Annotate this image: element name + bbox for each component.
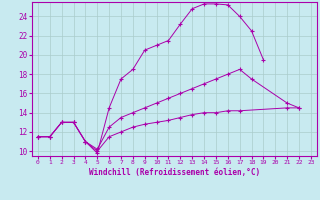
X-axis label: Windchill (Refroidissement éolien,°C): Windchill (Refroidissement éolien,°C): [89, 168, 260, 177]
